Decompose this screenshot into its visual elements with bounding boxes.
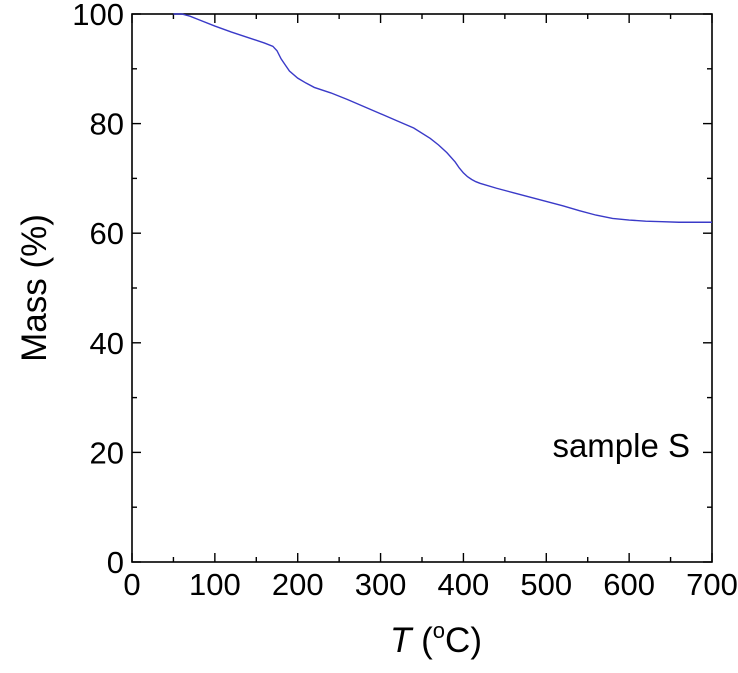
tick-labels: 0 100 200 300 400 500 600 700 0 20 40 60 80 100 [72,0,738,602]
y-tick-label: 0 [107,545,124,580]
x-axis-unit-rest: C) [445,621,482,660]
plot-frame [131,13,713,563]
x-axis-unit-open: ( [411,621,433,660]
y-axis-title: Mass (%) [15,214,54,362]
x-axis-symbol: T [390,621,414,660]
x-tick-label: 400 [438,567,490,602]
y-tick-label: 100 [72,0,124,32]
y-tick-label: 80 [90,107,124,142]
x-tick-label: 700 [686,567,738,602]
x-axis-unit-degree: o [433,618,445,643]
x-tick-label: 600 [603,567,655,602]
x-tick-label: 200 [272,567,324,602]
x-tick-label: 300 [355,567,407,602]
x-tick-label: 0 [123,567,140,602]
annotation-sample-label: sample S [552,427,690,464]
y-tick-label: 60 [90,216,124,251]
x-tick-label: 100 [189,567,241,602]
y-tick-label: 20 [90,435,124,470]
x-tick-label: 500 [520,567,572,602]
x-axis-title: T (oC) [390,618,482,660]
tick-marks [131,13,713,563]
mass-curve [173,13,712,223]
y-tick-label: 40 [90,326,124,361]
